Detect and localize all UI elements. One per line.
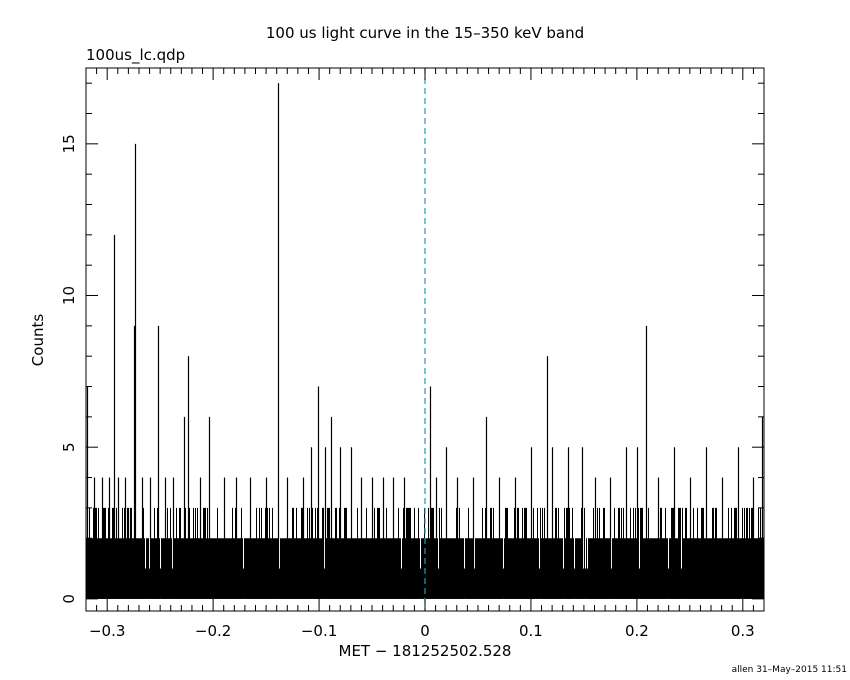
tick-label-layer: −0.3 −0.2 −0.1 0 0.1 0.2 0.3 0 5 10 15	[60, 134, 755, 640]
y-tick-label-0: 0	[60, 594, 78, 604]
chart-title: 100 us light curve in the 15–350 keV ban…	[266, 24, 584, 42]
x-tick-label-4: 0.1	[519, 622, 543, 640]
x-tick-label-0: −0.3	[89, 622, 125, 640]
x-tick-label-1: −0.2	[195, 622, 231, 640]
tick-layer	[85, 68, 765, 611]
x-tick-label-2: −0.1	[301, 622, 337, 640]
y-tick-label-2: 10	[60, 286, 78, 305]
y-tick-label-3: 15	[60, 134, 78, 153]
y-tick-label-1: 5	[60, 442, 78, 452]
x-axis-label: MET − 181252502.528	[339, 642, 512, 660]
x-tick-label-3: 0	[420, 622, 430, 640]
chart-subtitle: 100us_lc.qdp	[86, 46, 185, 65]
footer-stamp: allen 31–May–2015 11:51	[732, 665, 847, 675]
x-tick-label-5: 0.2	[625, 622, 649, 640]
y-axis-label: Counts	[29, 314, 47, 367]
x-tick-label-6: 0.3	[731, 622, 755, 640]
